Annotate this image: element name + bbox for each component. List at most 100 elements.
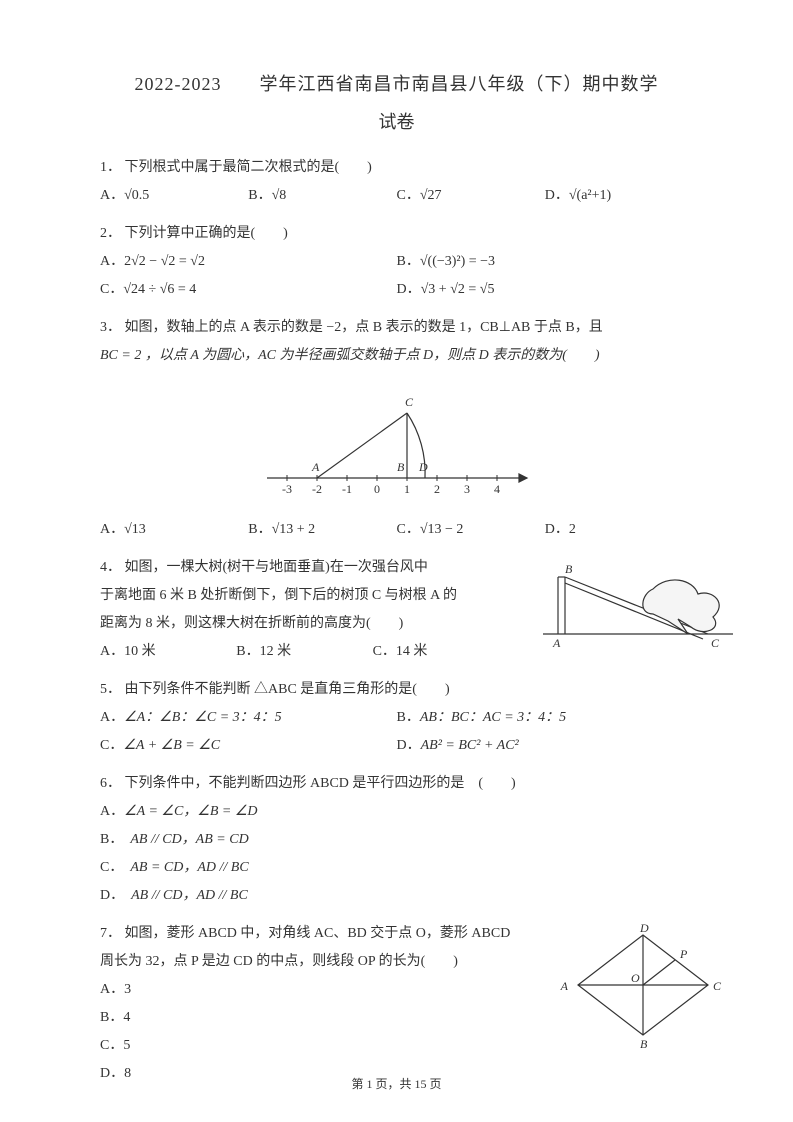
q5-optD: AB² = BC² + AC² bbox=[421, 738, 519, 753]
q7-optB-label: B． bbox=[100, 1010, 123, 1025]
title-line-2: 试卷 bbox=[100, 108, 693, 134]
q7-optA: 3 bbox=[124, 982, 131, 997]
q5-text: 由下列条件不能判断 △ABC 是直角三角形的是( ) bbox=[125, 682, 450, 697]
q4-text2: 于离地面 6 米 B 处折断倒下，倒下后的树顶 C 与树根 A 的 bbox=[100, 588, 457, 603]
q7-text1: 如图，菱形 ABCD 中，对角线 AC、BD 交于点 O，菱形 ABCD bbox=[125, 926, 511, 941]
q2-optA: 2√2 − √2 = √2 bbox=[124, 254, 205, 269]
q2-optD: √3 + √2 = √5 bbox=[421, 282, 495, 297]
title-line-1: 2022-2023 学年江西省南昌市南昌县八年级（下）期中数学 bbox=[100, 70, 693, 96]
q5-optA: ∠A：∠B：∠C = 3：4：5 bbox=[124, 710, 282, 725]
q3-tick-0: 0 bbox=[374, 482, 380, 496]
q6-optD-label: D． bbox=[100, 888, 117, 903]
q4-diagram: A B C bbox=[533, 559, 743, 649]
q3-optA-label: A． bbox=[100, 522, 124, 537]
q3-tick--3: -3 bbox=[282, 482, 292, 496]
q2-text: 下列计算中正确的是( ) bbox=[125, 226, 288, 241]
q2-optB-label: B． bbox=[397, 254, 420, 269]
question-4: A B C 4． 如图，一棵大树(树干与地面垂直)在一次强台风中 于离地面 6 … bbox=[100, 554, 693, 666]
q4-optA-label: A． bbox=[100, 644, 124, 659]
q3-tick-4: 4 bbox=[494, 482, 500, 496]
q7-label-B: B bbox=[640, 1037, 648, 1050]
q5-optD-label: D． bbox=[397, 738, 421, 753]
q7-num: 7． bbox=[100, 920, 121, 948]
q7-optC: 5 bbox=[123, 1038, 130, 1053]
question-1: 1． 下列根式中属于最简二次根式的是( ) A．√0.5 B．√8 C．√27 … bbox=[100, 154, 693, 210]
q3-num: 3． bbox=[100, 314, 121, 342]
q3-optD: 2 bbox=[569, 522, 576, 537]
q4-optC-label: C． bbox=[373, 644, 396, 659]
q1-num: 1． bbox=[100, 154, 121, 182]
q2-optC: √24 ÷ √6 = 4 bbox=[123, 282, 196, 297]
q6-optB-label: B． bbox=[100, 832, 116, 847]
q1-text: 下列根式中属于最简二次根式的是( ) bbox=[125, 160, 372, 175]
q3-diagram: A B C D -3 -2 -1 0 1 2 3 4 bbox=[247, 378, 547, 508]
q3-tick-1: 1 bbox=[404, 482, 410, 496]
q4-label-B: B bbox=[565, 562, 573, 576]
q1-optD: √(a²+1) bbox=[569, 188, 611, 203]
q6-num: 6． bbox=[100, 770, 121, 798]
q3-text2: BC = 2 ，以点 A 为圆心，AC 为半径画弧交数轴于点 D，则点 D 表示… bbox=[100, 348, 600, 363]
q1-optB: √8 bbox=[272, 188, 287, 203]
q2-optB: √((−3)²) = −3 bbox=[420, 254, 495, 269]
q6-optD: AB // CD，AD // BC bbox=[131, 888, 248, 903]
q3-optD-label: D． bbox=[545, 522, 569, 537]
q3-optC-label: C． bbox=[397, 522, 420, 537]
q6-optC: AB = CD，AD // BC bbox=[130, 860, 248, 875]
q4-label-A: A bbox=[552, 636, 561, 649]
q4-optB-label: B． bbox=[236, 644, 259, 659]
question-2: 2． 下列计算中正确的是( ) A．2√2 − √2 = √2 B．√((−3)… bbox=[100, 220, 693, 304]
q7-label-C: C bbox=[713, 979, 722, 993]
q7-label-P: P bbox=[679, 947, 688, 961]
q2-optD-label: D． bbox=[397, 282, 421, 297]
q1-optA: √0.5 bbox=[124, 188, 149, 203]
q5-optB-label: B． bbox=[397, 710, 420, 725]
question-6: 6． 下列条件中，不能判断四边形 ABCD 是平行四边形的是 ( ) A．∠A … bbox=[100, 770, 693, 910]
q1-optB-label: B． bbox=[248, 188, 271, 203]
q6-optA-label: A． bbox=[100, 804, 124, 819]
q3-label-B: B bbox=[397, 460, 405, 474]
q4-text3: 距离为 8 米，则这棵大树在折断前的高度为( ) bbox=[100, 616, 403, 631]
q2-num: 2． bbox=[100, 220, 121, 248]
q6-text: 下列条件中，不能判断四边形 ABCD 是平行四边形的是 ( ) bbox=[125, 776, 516, 791]
q3-label-C: C bbox=[405, 395, 414, 409]
question-7: A B C D O P 7． 如图，菱形 ABCD 中，对角线 AC、BD 交于… bbox=[100, 920, 693, 1088]
q7-text2: 周长为 32，点 P 是边 CD 的中点，则线段 OP 的长为( ) bbox=[100, 954, 458, 969]
q1-optC-label: C． bbox=[397, 188, 420, 203]
q3-tick-2: 2 bbox=[434, 482, 440, 496]
q3-label-D: D bbox=[418, 460, 428, 474]
q7-label-D: D bbox=[639, 921, 649, 935]
q4-optB: 12 米 bbox=[260, 644, 292, 659]
q3-tick--2: -2 bbox=[312, 482, 322, 496]
q7-diagram: A B C D O P bbox=[553, 920, 733, 1050]
q7-label-A: A bbox=[560, 979, 569, 993]
q3-optB: √13 + 2 bbox=[272, 522, 316, 537]
page-footer: 第 1 页，共 15 页 bbox=[0, 1075, 793, 1092]
q4-text1: 如图，一棵大树(树干与地面垂直)在一次强台风中 bbox=[125, 560, 428, 575]
q3-optC: √13 − 2 bbox=[420, 522, 464, 537]
q1-optA-label: A． bbox=[100, 188, 124, 203]
q7-label-O: O bbox=[631, 971, 640, 985]
q2-optA-label: A． bbox=[100, 254, 124, 269]
q3-tick--1: -1 bbox=[342, 482, 352, 496]
q3-text1: 如图，数轴上的点 A 表示的数是 −2，点 B 表示的数是 1，CB⊥AB 于点… bbox=[125, 320, 603, 335]
q4-label-C: C bbox=[711, 636, 720, 649]
question-5: 5． 由下列条件不能判断 △ABC 是直角三角形的是( ) A．∠A：∠B：∠C… bbox=[100, 676, 693, 760]
q1-optD-label: D． bbox=[545, 188, 569, 203]
q4-optC: 14 米 bbox=[396, 644, 428, 659]
q3-label-A: A bbox=[311, 460, 320, 474]
q3-tick-3: 3 bbox=[464, 482, 470, 496]
q5-optC-label: C． bbox=[100, 738, 123, 753]
q5-optC: ∠A + ∠B = ∠C bbox=[123, 738, 220, 753]
q3-optA: √13 bbox=[124, 522, 146, 537]
q1-optC: √27 bbox=[420, 188, 442, 203]
q6-optB: AB // CD，AB = CD bbox=[130, 832, 248, 847]
q2-optC-label: C． bbox=[100, 282, 123, 297]
q5-optB: AB：BC：AC = 3：4：5 bbox=[420, 710, 566, 725]
q7-optB: 4 bbox=[123, 1010, 130, 1025]
q5-num: 5． bbox=[100, 676, 121, 704]
q7-optA-label: A． bbox=[100, 982, 124, 997]
question-3: 3． 如图，数轴上的点 A 表示的数是 −2，点 B 表示的数是 1，CB⊥AB… bbox=[100, 314, 693, 544]
q4-optA: 10 米 bbox=[124, 644, 156, 659]
q6-optC-label: C． bbox=[100, 860, 116, 875]
q5-optA-label: A． bbox=[100, 710, 124, 725]
